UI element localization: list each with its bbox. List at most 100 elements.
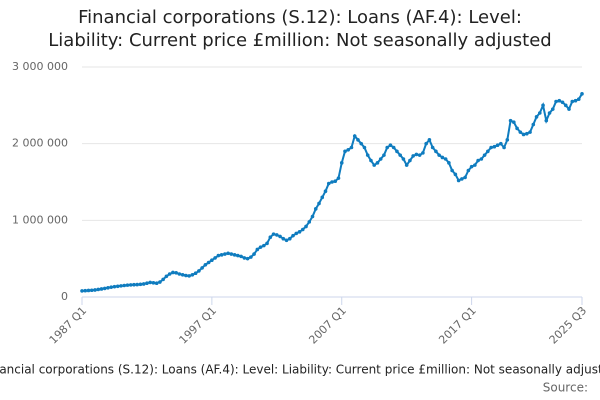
point xyxy=(307,220,312,224)
point xyxy=(544,118,549,123)
point xyxy=(80,289,84,293)
x-tick-label: 1997 Q1 xyxy=(177,304,220,347)
point xyxy=(320,195,325,200)
point xyxy=(395,149,399,154)
point xyxy=(563,103,568,108)
point xyxy=(294,231,299,236)
point xyxy=(349,145,354,150)
point xyxy=(213,256,217,260)
point xyxy=(408,158,412,163)
point xyxy=(515,126,519,131)
point xyxy=(502,145,506,150)
point xyxy=(369,158,373,163)
x-tick-label: 2007 Q1 xyxy=(306,304,349,347)
point xyxy=(161,277,165,282)
point xyxy=(291,233,295,238)
point xyxy=(99,287,104,291)
point xyxy=(521,132,526,137)
point xyxy=(297,230,302,234)
point xyxy=(278,234,282,239)
point xyxy=(495,143,500,147)
point xyxy=(317,201,321,206)
point xyxy=(89,288,94,293)
point xyxy=(184,273,188,278)
point xyxy=(145,281,149,286)
point xyxy=(148,280,152,285)
point xyxy=(411,154,415,158)
y-tick-label: 3 000 000 xyxy=(12,60,68,73)
point xyxy=(93,288,97,292)
point xyxy=(531,122,536,127)
point xyxy=(164,274,169,279)
point xyxy=(346,148,351,152)
point xyxy=(482,153,487,157)
point xyxy=(258,245,263,249)
point xyxy=(378,157,383,161)
point xyxy=(210,258,214,263)
point xyxy=(362,145,367,150)
x-tick-label: 2025 Q3 xyxy=(547,304,590,347)
point xyxy=(388,143,393,147)
point xyxy=(486,149,490,154)
point xyxy=(174,271,178,275)
y-tick-label: 1 000 000 xyxy=(12,213,68,226)
point xyxy=(281,236,286,241)
point xyxy=(245,256,250,261)
y-tick-label: 2 000 000 xyxy=(12,137,68,150)
point xyxy=(525,131,529,136)
point xyxy=(122,283,127,288)
point xyxy=(372,163,377,167)
point xyxy=(339,161,344,165)
point xyxy=(479,157,484,161)
point xyxy=(187,274,191,278)
point xyxy=(138,282,143,287)
point xyxy=(262,243,266,248)
point xyxy=(177,272,182,276)
point xyxy=(512,120,516,124)
point xyxy=(473,163,477,167)
point xyxy=(275,233,279,237)
point xyxy=(330,180,334,184)
point xyxy=(336,176,341,180)
point xyxy=(573,98,578,103)
point xyxy=(112,284,117,289)
point xyxy=(206,260,211,265)
point xyxy=(252,252,256,256)
point xyxy=(443,157,448,161)
point xyxy=(219,253,224,257)
point xyxy=(375,161,380,165)
point xyxy=(541,103,545,108)
point xyxy=(508,118,513,123)
point xyxy=(304,224,308,229)
point xyxy=(287,236,292,241)
point xyxy=(265,241,269,246)
point xyxy=(284,238,289,243)
point xyxy=(200,266,204,270)
point xyxy=(437,153,441,157)
point xyxy=(489,145,493,150)
x-tick-label: 1987 Q1 xyxy=(47,304,90,347)
point xyxy=(466,168,471,173)
point xyxy=(414,152,419,157)
point xyxy=(453,172,458,177)
point xyxy=(570,99,575,104)
chart-title: Financial corporations (S.12): Loans (AF… xyxy=(48,7,552,51)
point xyxy=(356,138,360,142)
point xyxy=(398,153,402,157)
x-tick-label: 2017 Q1 xyxy=(436,304,479,347)
point xyxy=(343,149,347,154)
point xyxy=(249,255,253,259)
point xyxy=(268,235,273,239)
point xyxy=(203,263,208,267)
point xyxy=(404,163,409,167)
line xyxy=(81,93,583,292)
point xyxy=(190,272,195,277)
point xyxy=(557,98,562,103)
point xyxy=(492,144,497,149)
point xyxy=(135,282,139,287)
point xyxy=(132,282,136,287)
point xyxy=(102,286,107,291)
point xyxy=(300,227,305,232)
